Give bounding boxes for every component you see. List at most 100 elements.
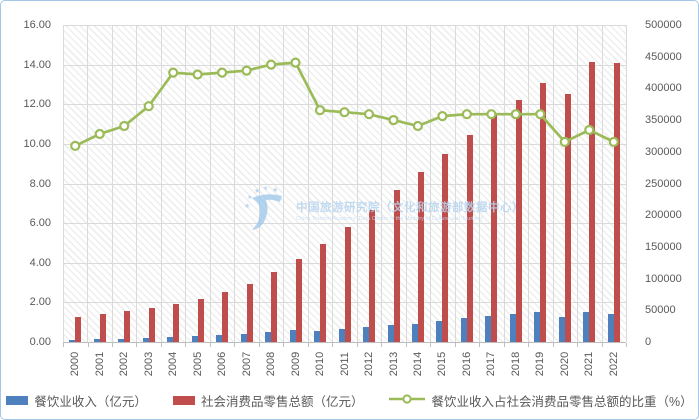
x-axis-tick bbox=[112, 343, 113, 347]
gridline-vertical bbox=[528, 25, 529, 342]
x-axis-label-2001: 2001 bbox=[93, 351, 106, 377]
y-axis-right-label: 200000 bbox=[645, 209, 682, 222]
bar-restaurant-revenue-2015 bbox=[436, 320, 443, 342]
gridline-horizontal bbox=[63, 184, 626, 185]
ratio-marker-2022 bbox=[608, 136, 619, 148]
y-axis-left-label: 10.00 bbox=[23, 137, 51, 150]
x-axis-tick bbox=[160, 343, 162, 347]
bar-retail-sales-2002 bbox=[124, 311, 131, 342]
bar-retail-sales-2000 bbox=[75, 316, 82, 342]
gridline-horizontal bbox=[63, 104, 626, 105]
x-axis-label-2002: 2002 bbox=[118, 351, 131, 377]
gridline-vertical bbox=[357, 25, 358, 342]
plot-area bbox=[63, 25, 627, 343]
ratio-marker-2001 bbox=[94, 128, 105, 140]
ratio-marker-2019 bbox=[535, 109, 546, 120]
legend: 餐饮业收入（亿元） 社会消费品零售总额（亿元） 餐饮业收入占社会消费品零售总额的… bbox=[1, 388, 698, 412]
gridline-vertical bbox=[63, 25, 64, 342]
y-axis-left-label: 6.00 bbox=[29, 217, 51, 230]
ratio-line bbox=[74, 61, 615, 148]
ratio-marker-2017 bbox=[486, 109, 497, 120]
bar-restaurant-revenue-2006 bbox=[216, 335, 223, 342]
x-axis-tick bbox=[283, 343, 285, 347]
bar-retail-sales-2017 bbox=[491, 115, 498, 342]
y-axis-left-label: 14.00 bbox=[23, 58, 51, 71]
legend-item-restaurant-revenue: 餐饮业收入（亿元） bbox=[6, 391, 147, 410]
x-axis-label-2011: 2011 bbox=[338, 352, 351, 376]
legend-swatch-red-bar-icon bbox=[172, 395, 195, 405]
y-axis-left-label: 16.00 bbox=[23, 19, 51, 31]
bar-restaurant-revenue-2017 bbox=[485, 315, 492, 342]
ratio-marker-2014 bbox=[412, 120, 423, 132]
x-axis-label-2000: 2000 bbox=[69, 351, 82, 377]
bar-retail-sales-2003 bbox=[148, 308, 155, 342]
bar-retail-sales-2013 bbox=[393, 189, 400, 342]
x-axis-label-2016: 2016 bbox=[460, 351, 473, 377]
bar-retail-sales-2001 bbox=[99, 314, 106, 342]
ratio-marker-2020 bbox=[559, 136, 570, 148]
y-axis-right-label: 100000 bbox=[645, 272, 682, 285]
x-axis-label-2007: 2007 bbox=[240, 351, 253, 377]
bar-restaurant-revenue-2011 bbox=[338, 328, 345, 342]
x-axis-label-2015: 2015 bbox=[436, 351, 449, 377]
ratio-marker-2011 bbox=[339, 107, 350, 118]
ratio-marker-2012 bbox=[363, 109, 375, 120]
gridline-vertical bbox=[553, 25, 554, 342]
y-axis-right-label: 500000 bbox=[645, 19, 682, 31]
gridline-vertical bbox=[185, 25, 186, 342]
x-axis-tick bbox=[63, 343, 64, 347]
bar-restaurant-revenue-2016 bbox=[460, 318, 467, 342]
ratio-marker-2002 bbox=[119, 120, 130, 132]
gridline-vertical bbox=[406, 25, 407, 342]
bar-retail-sales-2004 bbox=[173, 304, 180, 342]
ratio-marker-2009 bbox=[290, 57, 301, 68]
x-axis-tick bbox=[185, 343, 187, 347]
x-axis-tick bbox=[454, 343, 456, 347]
gridline-vertical bbox=[430, 25, 431, 342]
bar-restaurant-revenue-2002 bbox=[118, 338, 125, 342]
ratio-marker-2015 bbox=[437, 110, 448, 122]
bar-retail-sales-2020 bbox=[564, 93, 571, 342]
x-axis-label-2004: 2004 bbox=[167, 351, 180, 377]
bar-retail-sales-2019 bbox=[540, 82, 547, 342]
x-axis-tick bbox=[601, 343, 603, 347]
x-axis-label-2008: 2008 bbox=[265, 351, 278, 377]
gridline-vertical bbox=[504, 25, 505, 342]
x-axis-label-2022: 2022 bbox=[607, 351, 620, 377]
ratio-marker-2006 bbox=[217, 67, 228, 78]
gridline-vertical bbox=[602, 25, 603, 342]
ratio-marker-2007 bbox=[241, 65, 252, 76]
x-axis-label-2020: 2020 bbox=[558, 351, 571, 377]
bar-retail-sales-2009 bbox=[295, 258, 302, 342]
y-axis-left-label: 12.00 bbox=[23, 98, 51, 111]
ratio-marker-2018 bbox=[510, 109, 521, 120]
gridline-vertical bbox=[259, 25, 260, 342]
x-axis-tick bbox=[332, 343, 334, 347]
bar-restaurant-revenue-2008 bbox=[265, 332, 272, 342]
x-axis-label-2005: 2005 bbox=[191, 351, 204, 377]
ratio-marker-2003 bbox=[143, 101, 154, 112]
ratio-marker-2004 bbox=[168, 67, 179, 78]
y-axis-left-label: 2.00 bbox=[29, 296, 51, 309]
x-axis-tick bbox=[552, 343, 554, 347]
x-axis-tick bbox=[626, 343, 627, 347]
bar-retail-sales-2010 bbox=[320, 243, 326, 342]
bar-restaurant-revenue-2012 bbox=[363, 326, 369, 342]
x-axis-tick bbox=[577, 343, 578, 347]
bar-retail-sales-2018 bbox=[515, 100, 522, 342]
bar-restaurant-revenue-2009 bbox=[289, 330, 296, 342]
x-axis-label-2006: 2006 bbox=[216, 351, 229, 377]
bar-restaurant-revenue-2014 bbox=[411, 323, 418, 342]
legend-item-retail-sales: 社会消费品零售总额（亿元） bbox=[172, 391, 364, 410]
legend-label-retail-sales: 社会消费品零售总额（亿元） bbox=[200, 394, 364, 409]
bar-retail-sales-2022 bbox=[613, 63, 620, 342]
y-axis-right-label: 350000 bbox=[645, 114, 682, 127]
bar-restaurant-revenue-2004 bbox=[167, 336, 174, 342]
gridline-vertical bbox=[479, 25, 480, 342]
bar-retail-sales-2014 bbox=[417, 172, 424, 342]
gridline-horizontal bbox=[63, 223, 626, 224]
gridline-vertical bbox=[210, 25, 211, 342]
legend-label-ratio: 餐饮业收入占社会消费品零售总额的比重（%） bbox=[431, 394, 693, 409]
x-axis-tick bbox=[430, 343, 432, 347]
y-axis-right-label: 250000 bbox=[645, 177, 682, 190]
